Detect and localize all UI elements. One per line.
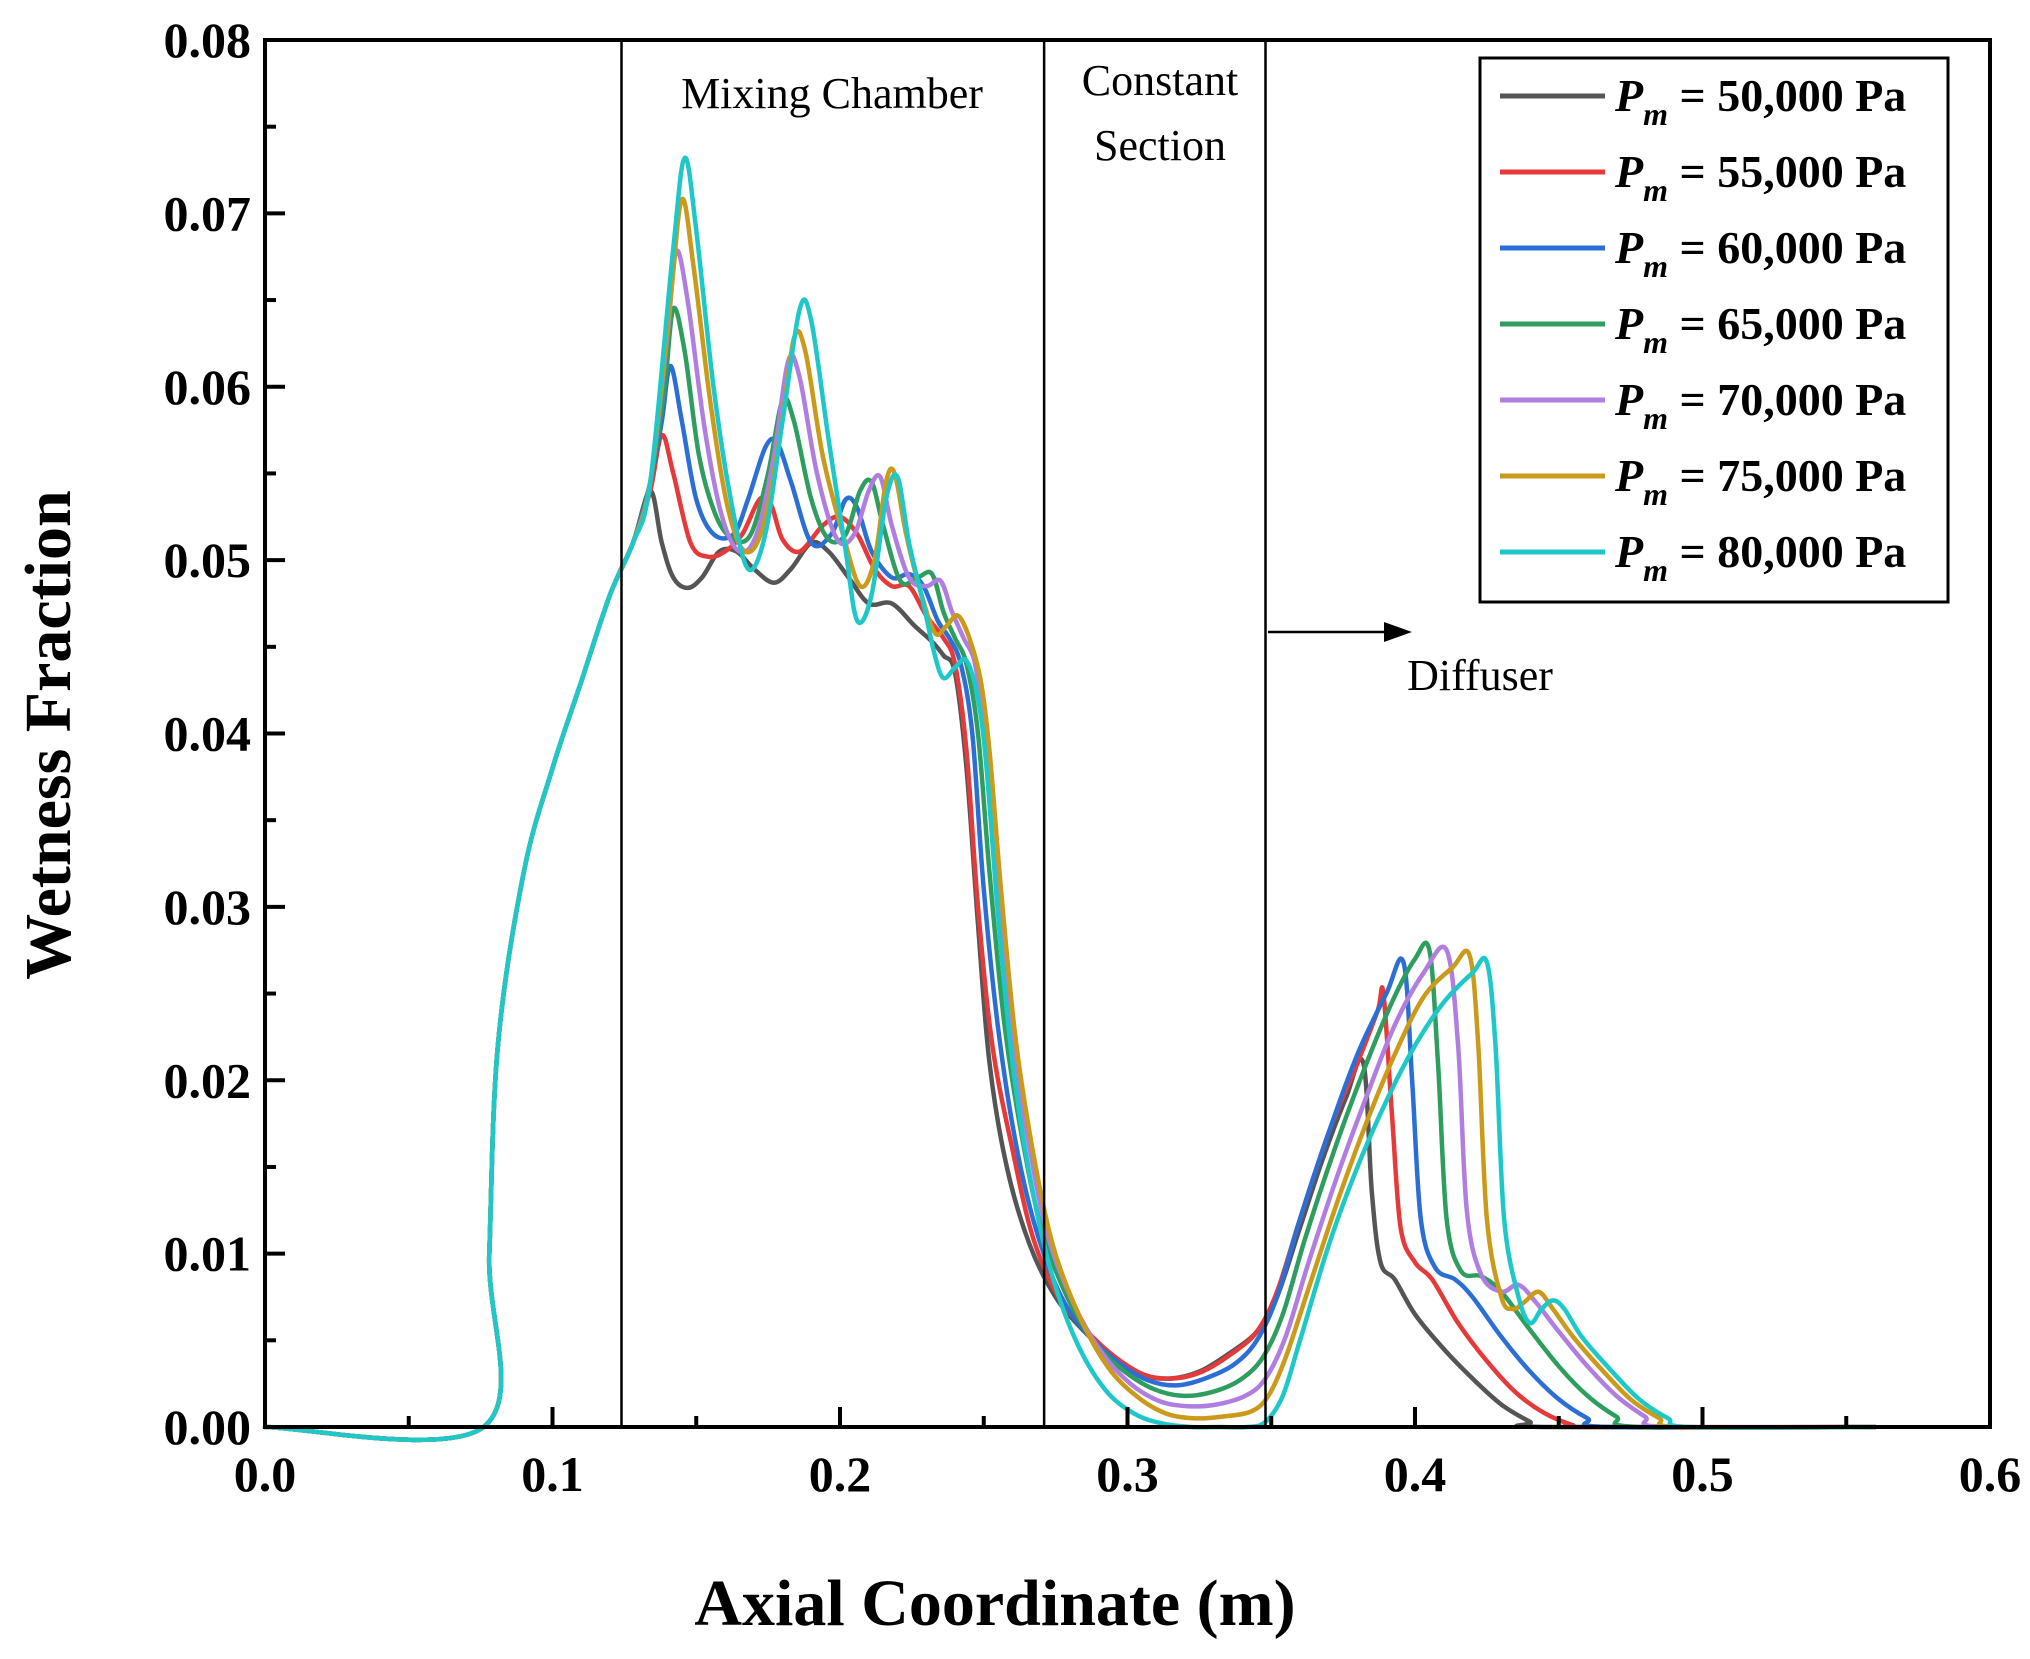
x-tick-label: 0.4 bbox=[1384, 1446, 1447, 1502]
y-tick-label: 0.08 bbox=[164, 12, 252, 68]
region-dividers bbox=[620, 40, 1267, 1427]
y-tick-label: 0.04 bbox=[164, 706, 252, 762]
series-line-7 bbox=[262, 155, 1878, 1443]
diffuser-arrow bbox=[1268, 622, 1412, 642]
legend-label-4: Pm = 65,000 Pa bbox=[1614, 298, 1906, 360]
y-tick-label: 0.03 bbox=[164, 879, 252, 935]
legend-label-2: Pm = 55,000 Pa bbox=[1614, 146, 1906, 208]
legend-label-7: Pm = 80,000 Pa bbox=[1614, 526, 1906, 588]
y-axis-title: Wetness Fraction bbox=[12, 490, 85, 979]
y-tick-label: 0.00 bbox=[164, 1399, 252, 1455]
x-tick-label: 0.5 bbox=[1671, 1446, 1734, 1502]
legend-box bbox=[1478, 56, 1950, 604]
legend-label-6: Pm = 75,000 Pa bbox=[1614, 450, 1906, 512]
constant-section-label-line2: Section bbox=[1094, 121, 1226, 170]
y-tick-label: 0.01 bbox=[164, 1226, 252, 1282]
legend-label-1: Pm = 50,000 Pa bbox=[1614, 70, 1906, 132]
axis-ticks: 0.0 0.1 0.2 0.3 0.4 0.5 0.6 0.00 0.01 0.02 0.03 0.0… bbox=[164, 12, 2022, 1502]
y-tick-label: 0.02 bbox=[164, 1052, 252, 1108]
y-tick-label: 0.05 bbox=[164, 532, 252, 588]
constant-section-label-line1: Constant bbox=[1082, 56, 1238, 105]
x-tick-label: 0.1 bbox=[521, 1446, 584, 1502]
legend: Pm = 50,000 Pa Pm = 55,000 Pa Pm = 60,000 … bbox=[1478, 56, 1950, 604]
x-tick-label: 0.0 bbox=[234, 1446, 297, 1502]
diffuser-label: Diffuser bbox=[1407, 651, 1553, 700]
x-tick-label: 0.2 bbox=[809, 1446, 872, 1502]
legend-label-3: Pm = 60,000 Pa bbox=[1614, 222, 1906, 284]
x-tick-label: 0.3 bbox=[1096, 1446, 1159, 1502]
y-tick-label: 0.06 bbox=[164, 359, 252, 415]
mixing-chamber-label: Mixing Chamber bbox=[681, 69, 983, 118]
x-tick-label: 0.6 bbox=[1959, 1446, 2022, 1502]
y-tick-label: 0.07 bbox=[164, 185, 252, 241]
x-axis-title: Axial Coordinate (m) bbox=[694, 1567, 1295, 1640]
legend-label-5: Pm = 70,000 Pa bbox=[1614, 374, 1906, 436]
